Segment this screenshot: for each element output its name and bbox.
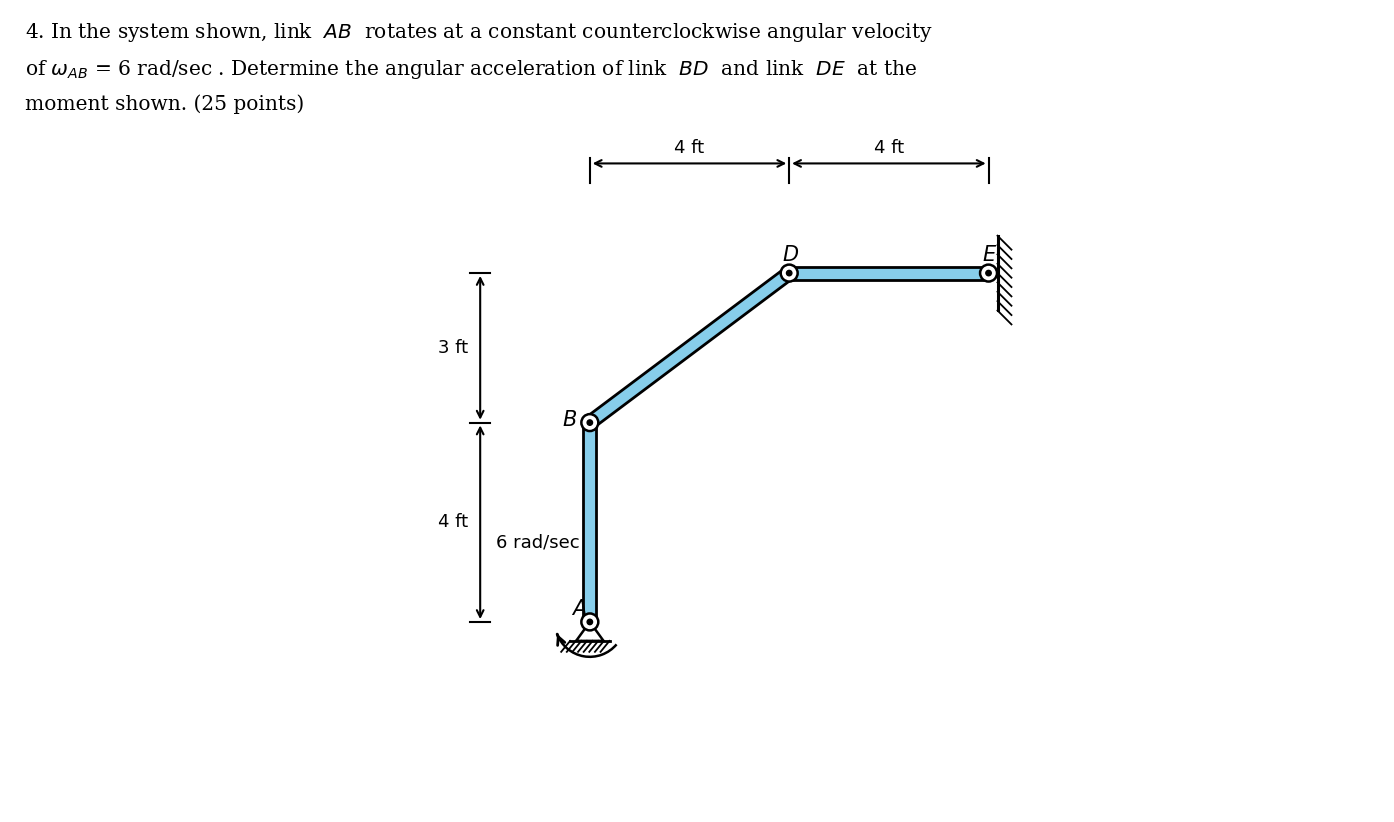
- Text: moment shown. (25 points): moment shown. (25 points): [25, 95, 304, 114]
- Circle shape: [980, 265, 997, 282]
- Text: 4. In the system shown, link  $\mathit{AB}$  rotates at a constant counterclockw: 4. In the system shown, link $\mathit{AB…: [25, 21, 933, 44]
- Text: 3 ft: 3 ft: [438, 339, 468, 357]
- Text: 4 ft: 4 ft: [874, 140, 903, 158]
- Polygon shape: [789, 266, 988, 279]
- Circle shape: [581, 414, 598, 431]
- Circle shape: [786, 270, 792, 276]
- Text: $\mathit{D}$: $\mathit{D}$: [782, 245, 799, 266]
- Circle shape: [581, 613, 598, 630]
- Text: 4 ft: 4 ft: [675, 140, 704, 158]
- Polygon shape: [576, 622, 604, 641]
- Circle shape: [781, 265, 797, 282]
- Polygon shape: [583, 423, 597, 622]
- Polygon shape: [585, 268, 793, 427]
- Text: of $\omega_{AB}$ = 6 rad/sec . Determine the angular acceleration of link  $\mat: of $\omega_{AB}$ = 6 rad/sec . Determine…: [25, 58, 917, 81]
- Text: 6 rad/sec: 6 rad/sec: [496, 533, 580, 552]
- Circle shape: [986, 270, 991, 276]
- Circle shape: [587, 619, 592, 625]
- Text: 4 ft: 4 ft: [438, 513, 468, 531]
- Text: $\mathit{E}$: $\mathit{E}$: [981, 245, 997, 266]
- Text: $\mathit{A}$: $\mathit{A}$: [572, 599, 587, 620]
- Circle shape: [587, 420, 592, 425]
- Text: $\mathit{B}$: $\mathit{B}$: [562, 410, 577, 430]
